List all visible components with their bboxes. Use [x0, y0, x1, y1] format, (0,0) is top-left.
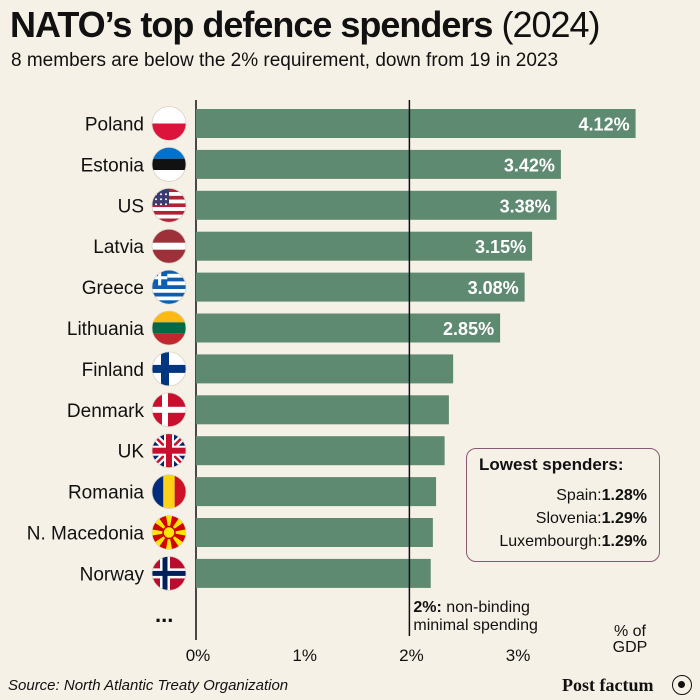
chart-title: NATO’s top defence spenders (2024): [10, 4, 601, 46]
bar: [196, 518, 433, 547]
bar: [196, 109, 636, 138]
bar: [196, 477, 437, 507]
source-note: Source: North Atlantic Treaty Organizati…: [8, 677, 289, 694]
flag-lithuania-icon: [152, 311, 186, 345]
category-label: Denmark: [67, 401, 145, 422]
reference-line-label-line2: minimal spending: [413, 617, 538, 634]
flag-greece-icon: [152, 270, 186, 305]
lowest-spenders-title: Lowest spenders:: [479, 455, 624, 474]
chart-title-main: NATO’s top defence spenders: [10, 4, 493, 45]
category-label: US: [118, 196, 144, 217]
bar: [196, 313, 501, 343]
category-label: Finland: [82, 360, 144, 381]
bar: [196, 436, 445, 466]
category-label: Latvia: [93, 237, 144, 258]
bar: [196, 354, 454, 384]
value-label: 3.38%: [500, 196, 551, 216]
reference-line-label-bold: 2%:: [413, 599, 441, 616]
value-label: 3.15%: [475, 237, 526, 257]
value-label: 3.42%: [504, 155, 555, 175]
flag-us-icon: [152, 188, 186, 223]
bar: [196, 395, 449, 425]
value-label: 4.12%: [579, 115, 630, 135]
lowest-spender-row: Luxembourgh:1.29%: [499, 533, 647, 551]
chart-title-year: (2024): [501, 4, 600, 45]
chart-subtitle: 8 members are below the 2% requirement, …: [11, 50, 559, 71]
flag-denmark-icon: [152, 392, 186, 427]
x-tick-label: 3%: [506, 646, 531, 665]
bar: [196, 231, 533, 261]
more-countries-ellipsis: ...: [155, 602, 173, 627]
flag-latvia-icon: [152, 229, 186, 264]
bar: [196, 190, 557, 220]
bar: [196, 558, 431, 588]
value-label: 3.08%: [468, 278, 519, 298]
category-label: N. Macedonia: [27, 524, 145, 545]
lowest-spender-name: Spain:: [556, 487, 602, 504]
x-axis-unit-label-line2: GDP: [613, 639, 648, 656]
lowest-spenders-box: Lowest spenders: Spain:1.28% Slovenia:1.…: [466, 448, 660, 562]
category-label: Poland: [85, 115, 144, 136]
flag-uk-icon: [152, 433, 186, 468]
category-label: Greece: [82, 278, 144, 299]
reference-line-label-line1: non-binding: [442, 599, 530, 616]
flag-finland-icon: [152, 351, 186, 386]
x-tick-label: 0%: [186, 646, 211, 665]
lowest-spender-name: Slovenia:: [535, 510, 602, 527]
flag-poland-icon: [152, 106, 186, 141]
lowest-spender-row: Slovenia:1.29%: [536, 510, 647, 528]
x-axis-unit-label-line1: % of: [614, 623, 647, 640]
value-label: 2.85%: [443, 319, 494, 339]
flag-norway-icon: [152, 556, 186, 591]
lowest-spender-value: 1.29%: [601, 533, 647, 550]
category-label: Romania: [68, 483, 144, 504]
flag-estonia-icon: [152, 147, 186, 182]
category-label: Norway: [80, 564, 145, 585]
category-label: UK: [118, 442, 145, 463]
flag-north-macedonia-icon: [152, 515, 186, 550]
lowest-spender-value: 1.28%: [601, 487, 647, 504]
reference-line-label: 2%: non-binding: [413, 599, 530, 616]
category-label: Lithuania: [67, 319, 145, 340]
lowest-spender-row: Spain:1.28%: [556, 487, 647, 505]
x-tick-label: 2%: [399, 646, 424, 665]
bar: [196, 149, 561, 179]
lowest-spender-name: Luxembourgh:: [499, 533, 602, 550]
category-label: Estonia: [81, 155, 145, 176]
bar: [196, 272, 525, 302]
brand-logo-text: Post factum: [562, 675, 654, 695]
brand-logo-icon: [672, 675, 692, 695]
x-tick-label: 1%: [292, 646, 317, 665]
lowest-spender-value: 1.29%: [601, 510, 647, 527]
flag-romania-icon: [152, 474, 186, 509]
